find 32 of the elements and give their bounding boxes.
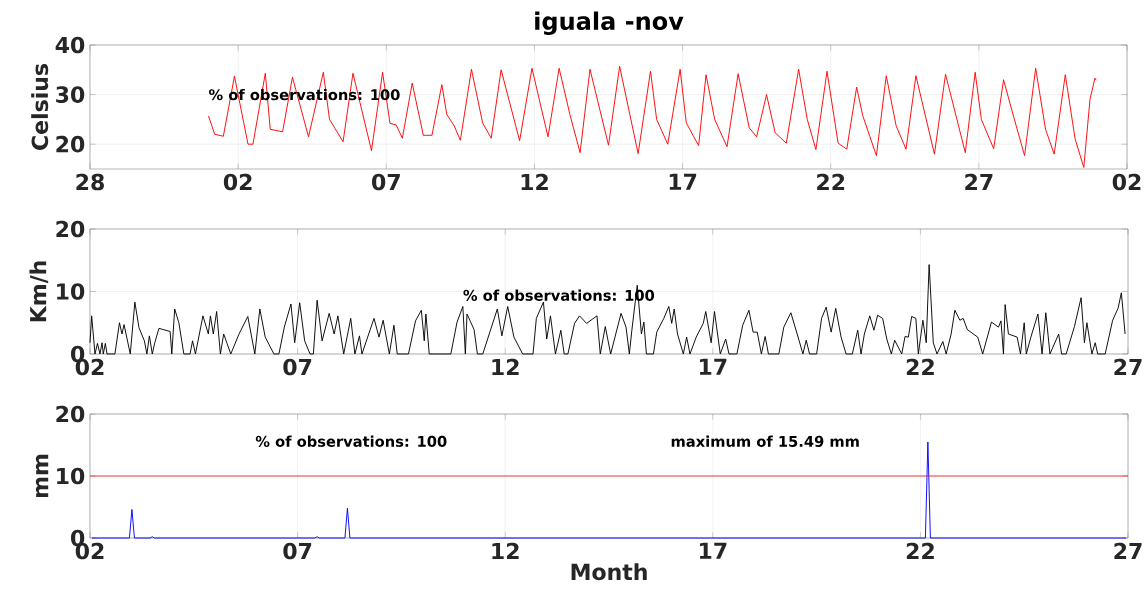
x-tick-label: 12 [492, 358, 519, 376]
chart-title: iguala -nov [535, 11, 684, 35]
x-tick-label: 28 [76, 173, 104, 191]
y-tick-label: 10 [57, 467, 85, 485]
y-tick-label: 20 [56, 135, 85, 153]
x-tick-label: 12 [521, 173, 548, 191]
y-tick-label: 40 [55, 36, 85, 54]
x-tick-label: 02 [1112, 173, 1141, 191]
x-tick-label: 07 [372, 173, 400, 191]
y-tick-label: 30 [56, 86, 85, 103]
x-tick-label: 17 [669, 173, 697, 190]
x-tick-label: 22 [817, 173, 845, 191]
x-axis-title: Month [571, 563, 647, 581]
y-tick-label: 20 [56, 220, 85, 238]
x-tick-label: 12 [492, 542, 519, 560]
x-tick-label: 17 [699, 358, 727, 375]
x-tick-label: 27 [965, 173, 993, 191]
x-tick-label: 22 [906, 358, 934, 376]
x-tick-label: 07 [283, 358, 312, 376]
annotation: maximum of 15.49 mm [671, 435, 859, 447]
x-tick-label: 17 [699, 542, 727, 559]
x-tick-label: 02 [223, 173, 252, 191]
annotation: % of observations: 100 [255, 435, 447, 447]
y-tick-label: 10 [57, 283, 85, 300]
y-axis-title: mm [35, 454, 49, 498]
y-tick-label: 20 [56, 405, 85, 423]
x-tick-label: 22 [906, 542, 934, 560]
y-axis-title: Celsius [31, 64, 49, 150]
x-tick-label: 27 [1114, 358, 1142, 376]
x-tick-label: 27 [1114, 542, 1142, 560]
x-tick-label: 07 [283, 542, 312, 560]
y-axis-title: Km/h [29, 261, 49, 322]
